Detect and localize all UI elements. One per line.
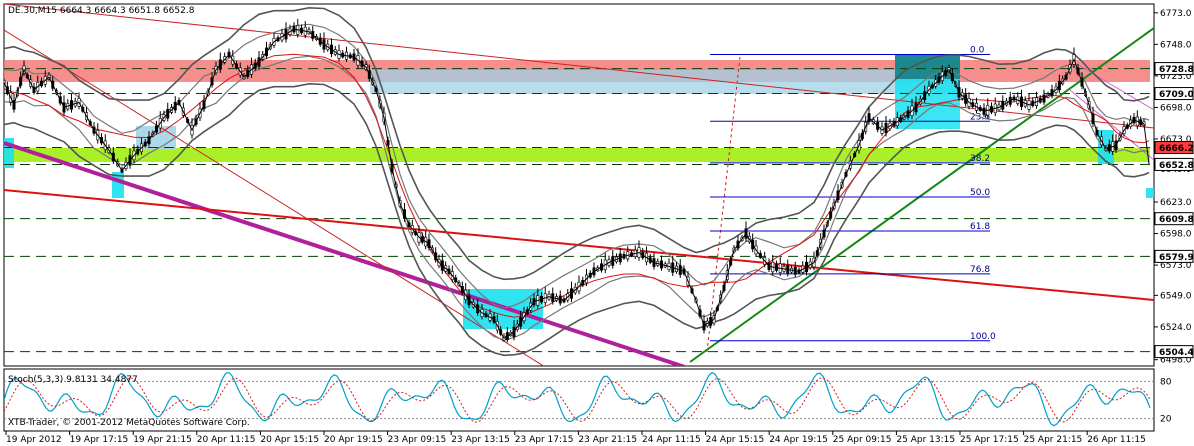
x-tick-label: 25 Apr 21:15: [1024, 435, 1083, 445]
price-tag-box: [1154, 141, 1194, 155]
price-tag: 6579.9: [1154, 249, 1194, 263]
y-tick-label: 6723.0: [1160, 72, 1192, 82]
stochastic-plot-frame: [3, 368, 1155, 432]
x-tick-label: 24 Apr 19:15: [769, 435, 828, 445]
fib-level-label: 76.8: [970, 265, 990, 275]
price-tag-box: [1154, 345, 1194, 359]
price-tag-label: 6728.8: [1159, 65, 1194, 75]
x-tick-label: 23 Apr 09:15: [388, 435, 447, 445]
red-trendline-steep[interactable]: [4, 29, 550, 370]
x-tick-label: 25 Apr 17:15: [960, 435, 1019, 445]
outer-band-lower: [4, 82, 1150, 357]
y-tick-label: 6748.0: [1160, 40, 1192, 50]
x-tick-label: 19 Apr 2012: [6, 435, 62, 445]
fib-dotted-line[interactable]: [706, 56, 741, 353]
price-tag-label: 6504.4: [1159, 348, 1194, 358]
green-trendline[interactable]: [689, 27, 1154, 363]
x-tick-label: 20 Apr 15:15: [260, 435, 319, 445]
x-tick-label: 20 Apr 19:15: [324, 435, 383, 445]
pink-channel-upper[interactable]: [1069, 59, 1154, 111]
outer-band-upper: [4, 6, 1150, 281]
y-tick-label: 6598.0: [1160, 230, 1192, 240]
price-tag-box: [1154, 87, 1194, 101]
copyright-text: XTB-Trader, © 2001-2012 MetaQuotes Softw…: [8, 418, 250, 428]
main-plot-frame: [3, 3, 1155, 367]
highlight-box-7: [1146, 188, 1154, 198]
highlight-box-5: [4, 138, 14, 168]
x-tick-label: 24 Apr 15:15: [706, 435, 765, 445]
pink-channel-lower[interactable]: [1069, 89, 1154, 161]
x-tick-label: 23 Apr 17:15: [515, 435, 574, 445]
stoch-tick-label: 20: [1160, 415, 1172, 425]
price-tag-label: 6709.0: [1159, 90, 1194, 100]
stoch-signal-line: [4, 377, 1151, 423]
price-tag-box: [1154, 249, 1194, 263]
y-tick-label: 6524.0: [1160, 323, 1192, 333]
price-tag-box: [1154, 212, 1194, 226]
x-tick-label: 24 Apr 11:15: [642, 435, 701, 445]
price-tag-label: 6579.9: [1159, 253, 1194, 263]
fib-level-label: 100.0: [970, 332, 996, 342]
fib-level-label: 38.2: [970, 154, 990, 164]
fib-level-label: 61.8: [970, 222, 990, 232]
candle-body: [4, 80, 6, 85]
price-tag-label: 6609.8: [1159, 215, 1194, 225]
price-tag: 6504.4: [1154, 345, 1194, 359]
inner-band-upper: [4, 23, 1150, 309]
x-tick-label: 25 Apr 09:15: [833, 435, 892, 445]
y-tick-label: 6498.0: [1160, 356, 1192, 366]
moving-average-line: [4, 53, 1150, 318]
stoch-tick-label: 80: [1160, 377, 1172, 387]
x-tick-label: 23 Apr 21:15: [578, 435, 637, 445]
y-tick-label: 6673.0: [1160, 135, 1192, 145]
purple-trendline[interactable]: [4, 141, 700, 372]
x-tick-label: 20 Apr 11:15: [197, 435, 256, 445]
price-tag: 6728.8: [1154, 62, 1194, 76]
red-trendline-upper[interactable]: [4, 4, 1154, 129]
chart-title: DE.30,M15 6664.3 6664.3 6651.8 6652.8: [8, 6, 195, 16]
inner-band-lower: [4, 55, 1150, 341]
y-tick-label: 6623.0: [1160, 198, 1192, 208]
resistance-light-box: [370, 70, 960, 94]
x-tick-label: 19 Apr 17:15: [70, 435, 129, 445]
price-tag-box: [1154, 62, 1194, 76]
y-tick-label: 6549.0: [1160, 291, 1192, 301]
price-line[interactable]: [4, 28, 1150, 340]
price-tag-label: 6666.2: [1159, 144, 1194, 154]
price-tag: 6652.8: [1154, 157, 1194, 171]
y-tick-label: 6698.0: [1160, 103, 1192, 113]
fib-level-label: 0.0: [970, 45, 985, 55]
support-zone: [4, 148, 1150, 162]
stochastic-label: Stoch(5,3,3) 9.8131 34.4877: [8, 375, 138, 385]
y-tick-label: 6573.0: [1160, 261, 1192, 271]
price-tag: 6709.0: [1154, 87, 1194, 101]
price-tag: 6666.2: [1154, 141, 1194, 155]
price-tag-label: 6652.8: [1159, 161, 1194, 171]
fib-level-label: 50.0: [970, 188, 990, 198]
x-tick-label: 25 Apr 13:15: [896, 435, 955, 445]
price-tag-box: [1154, 157, 1194, 171]
x-tick-label: 26 Apr 11:15: [1087, 435, 1146, 445]
stoch-main-line: [4, 371, 1151, 427]
x-tick-label: 23 Apr 13:15: [451, 435, 510, 445]
x-tick-label: 19 Apr 21:15: [133, 435, 192, 445]
y-tick-label: 6773.0: [1160, 9, 1192, 19]
highlight-box-1-dark: [895, 55, 960, 79]
price-tag: 6609.8: [1154, 212, 1194, 226]
